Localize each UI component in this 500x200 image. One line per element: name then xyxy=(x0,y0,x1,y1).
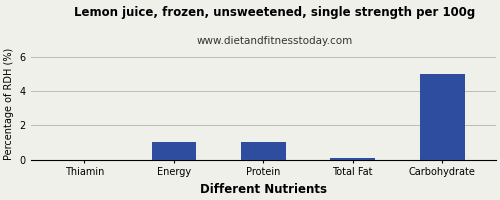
Text: Lemon juice, frozen, unsweetened, single strength per 100g: Lemon juice, frozen, unsweetened, single… xyxy=(74,6,475,19)
Y-axis label: Percentage of RDH (%): Percentage of RDH (%) xyxy=(4,48,14,160)
Bar xyxy=(330,158,375,160)
Bar xyxy=(152,142,196,160)
Text: www.dietandfitnesstoday.com: www.dietandfitnesstoday.com xyxy=(197,36,353,46)
Bar xyxy=(420,74,465,160)
X-axis label: Different Nutrients: Different Nutrients xyxy=(200,183,327,196)
Bar xyxy=(241,142,286,160)
